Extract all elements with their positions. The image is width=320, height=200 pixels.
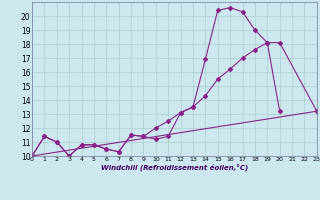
X-axis label: Windchill (Refroidissement éolien,°C): Windchill (Refroidissement éolien,°C) <box>101 164 248 171</box>
